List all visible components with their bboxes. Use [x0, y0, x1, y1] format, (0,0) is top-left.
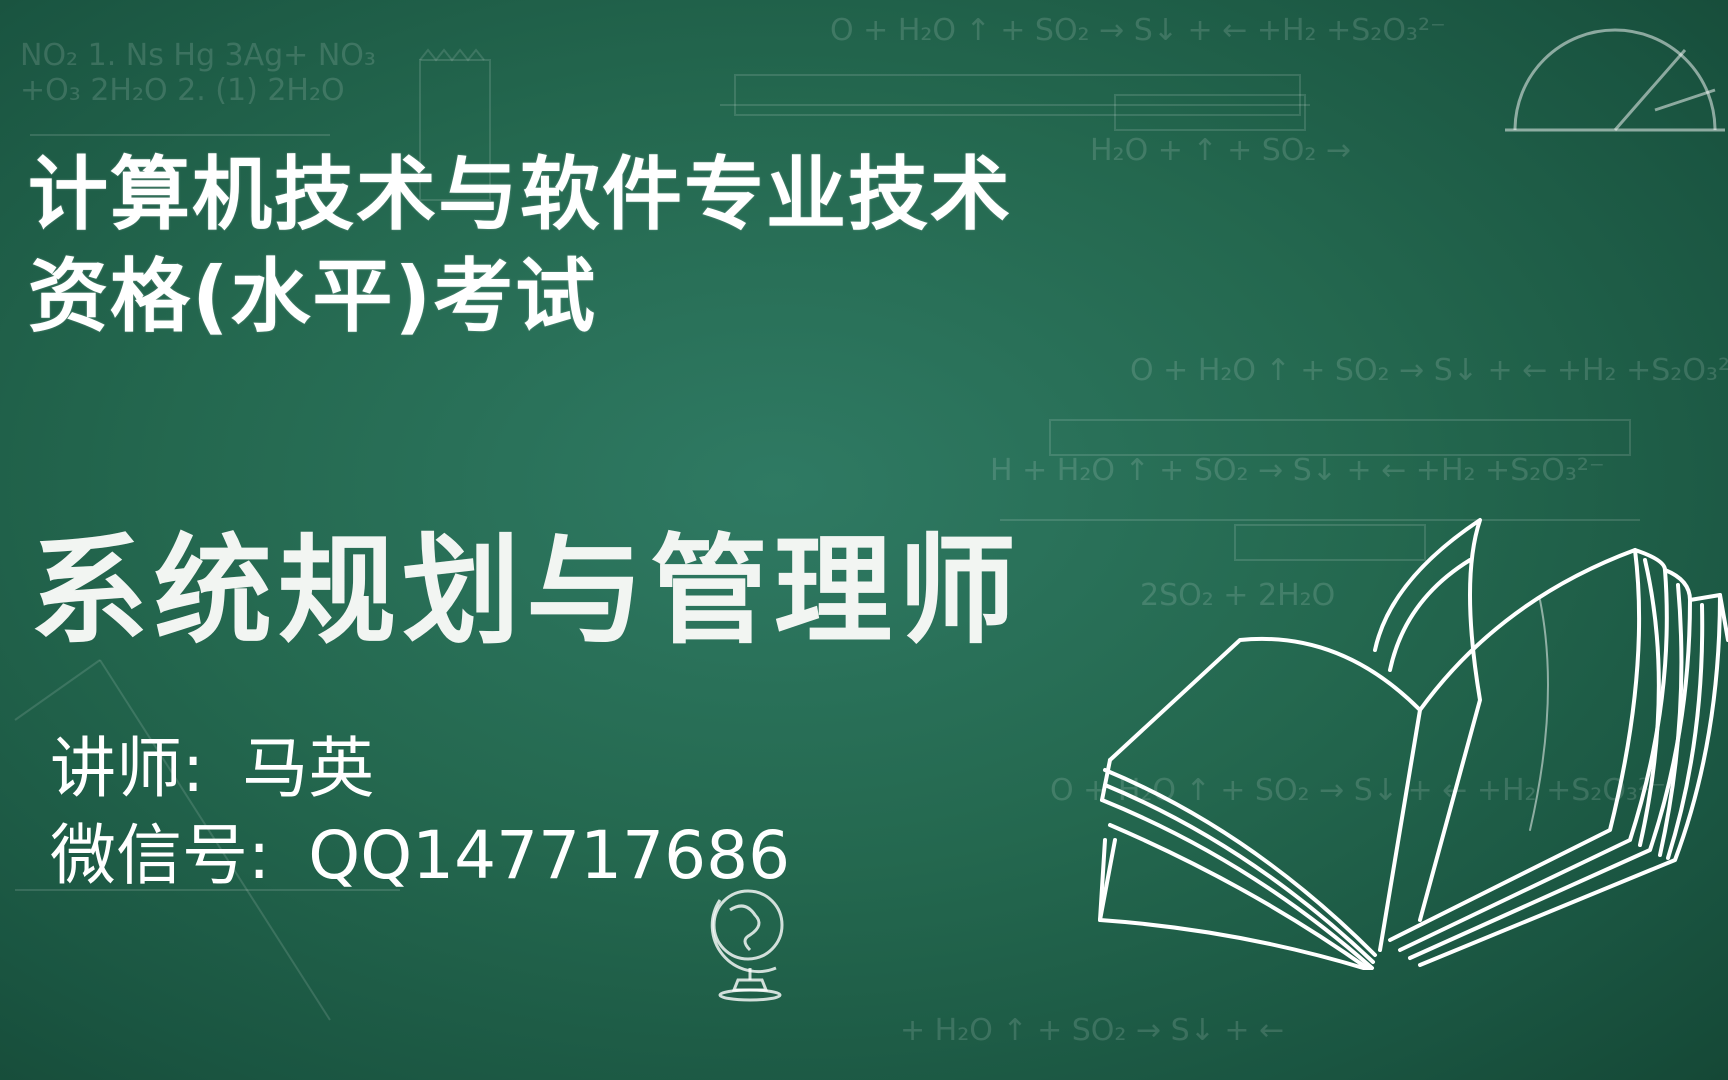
svg-text:O + H₂O ↑ + SO₂ → S↓ + ← +H₂ +: O + H₂O ↑ + SO₂ → S↓ + ← +H₂ +S₂O₃²⁻	[1130, 353, 1728, 388]
globe-icon	[710, 889, 784, 1002]
svg-text:+ H₂O ↑ + SO₂ → S↓ + ←: + H₂O ↑ + SO₂ → S↓ + ←	[900, 1013, 1284, 1048]
protractor-icon	[1505, 28, 1725, 132]
svg-text:NO₂ 1. Ns Hg 3Ag+ NO₃: NO₂ 1. Ns Hg 3Ag+ NO₃	[20, 38, 376, 73]
course-title: 系统规划与管理师	[30, 522, 1023, 660]
open-book-icon	[1098, 518, 1728, 970]
exam-title-line-1: 计算机技术与软件专业技术	[28, 148, 1012, 241]
lecturer-row: 讲师: 马英	[50, 715, 374, 811]
svg-text:+O₃ 2H₂O 2. (1) 2H₂O: +O₃ 2H₂O 2. (1) 2H₂O	[20, 73, 345, 108]
lecturer-name: 马英	[242, 730, 375, 807]
wechat-label: 微信号:	[50, 817, 271, 894]
exam-title-line-2: 资格(水平)考试	[28, 250, 598, 343]
svg-text:O + H₂O ↑ + SO₂ → S↓ + ← +H₂ +: O + H₂O ↑ + SO₂ → S↓ + ← +H₂ +S₂O₃²⁻	[830, 13, 1446, 48]
wechat-id: QQ147717686	[308, 817, 791, 894]
wechat-row: 微信号: QQ147717686	[50, 802, 790, 898]
svg-text:2SO₂ + 2H₂O: 2SO₂ + 2H₂O	[1140, 578, 1335, 613]
svg-text:H₂O + ↑ + SO₂ →: H₂O + ↑ + SO₂ →	[1090, 133, 1351, 168]
svg-text:H + H₂O ↑ + SO₂ → S↓ + ← +H₂ +: H + H₂O ↑ + SO₂ → S↓ + ← +H₂ +S₂O₃²⁻	[990, 453, 1605, 488]
lecturer-label: 讲师:	[50, 730, 205, 807]
